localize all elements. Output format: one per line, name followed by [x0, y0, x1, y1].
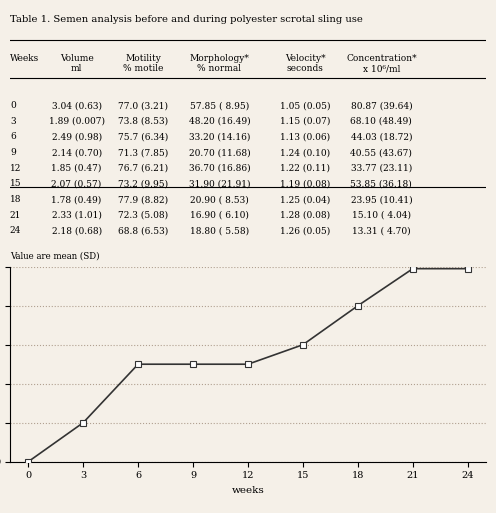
Text: 23.95 (10.41): 23.95 (10.41) — [351, 195, 412, 204]
Text: 16.90 ( 6.10): 16.90 ( 6.10) — [190, 211, 249, 220]
Text: 36.70 (16.86): 36.70 (16.86) — [188, 164, 250, 173]
Text: 1.15 (0.07): 1.15 (0.07) — [280, 117, 330, 126]
Text: 3: 3 — [10, 117, 15, 126]
Text: Concentration*
x 10⁶/ml: Concentration* x 10⁶/ml — [346, 54, 417, 73]
Text: 24: 24 — [10, 226, 21, 235]
Text: 80.87 (39.64): 80.87 (39.64) — [351, 101, 412, 110]
Text: 73.2 (9.95): 73.2 (9.95) — [118, 180, 168, 188]
Text: 68.8 (6.53): 68.8 (6.53) — [118, 226, 168, 235]
Text: 31.90 (21.91): 31.90 (21.91) — [188, 180, 250, 188]
Text: 44.03 (18.72): 44.03 (18.72) — [351, 132, 412, 142]
Text: 77.0 (3.21): 77.0 (3.21) — [118, 101, 168, 110]
Text: 1.28 (0.08): 1.28 (0.08) — [280, 211, 330, 220]
Text: 33.20 (14.16): 33.20 (14.16) — [189, 132, 250, 142]
Text: 2.14 (0.70): 2.14 (0.70) — [52, 148, 102, 157]
Text: 21: 21 — [10, 211, 21, 220]
Text: 18: 18 — [10, 195, 21, 204]
Text: 75.7 (6.34): 75.7 (6.34) — [118, 132, 168, 142]
Text: 9: 9 — [10, 148, 16, 157]
Text: * P values for significant difference (< 0.05) ANOVA: * P values for significant difference (<… — [10, 271, 237, 280]
Text: Value are mean (SD): Value are mean (SD) — [10, 251, 100, 260]
Text: 3.04 (0.63): 3.04 (0.63) — [52, 101, 102, 110]
Text: 1.19 (0.08): 1.19 (0.08) — [280, 180, 330, 188]
Text: 12: 12 — [10, 164, 21, 173]
Text: 73.8 (8.53): 73.8 (8.53) — [118, 117, 168, 126]
X-axis label: weeks: weeks — [232, 486, 264, 495]
Text: 72.3 (5.08): 72.3 (5.08) — [118, 211, 168, 220]
Text: Velocity*
seconds: Velocity* seconds — [285, 54, 325, 73]
Text: 0: 0 — [10, 101, 16, 110]
Text: 2.18 (0.68): 2.18 (0.68) — [52, 226, 102, 235]
Text: 20.70 (11.68): 20.70 (11.68) — [188, 148, 250, 157]
Text: 2.49 (0.98): 2.49 (0.98) — [52, 132, 102, 142]
Text: 1.78 (0.49): 1.78 (0.49) — [52, 195, 102, 204]
Text: 2.07 (0.57): 2.07 (0.57) — [52, 180, 102, 188]
Text: Morphology*
% normal: Morphology* % normal — [189, 54, 249, 73]
Text: 15: 15 — [10, 180, 21, 188]
Text: 18.80 ( 5.58): 18.80 ( 5.58) — [190, 226, 249, 235]
Text: 53.85 (36.18): 53.85 (36.18) — [351, 180, 412, 188]
Text: Motility
% motile: Motility % motile — [123, 54, 164, 73]
Text: Weeks: Weeks — [10, 54, 39, 63]
Text: 33.77 (23.11): 33.77 (23.11) — [351, 164, 412, 173]
Text: 13.31 ( 4.70): 13.31 ( 4.70) — [352, 226, 411, 235]
Text: 77.9 (8.82): 77.9 (8.82) — [118, 195, 168, 204]
Text: Table 1. Semen analysis before and during polyester scrotal sling use: Table 1. Semen analysis before and durin… — [10, 15, 363, 25]
Text: 57.85 ( 8.95): 57.85 ( 8.95) — [190, 101, 249, 110]
Text: 76.7 (6.21): 76.7 (6.21) — [118, 164, 168, 173]
Text: 1.05 (0.05): 1.05 (0.05) — [280, 101, 330, 110]
Text: Volume
ml: Volume ml — [60, 54, 93, 73]
Text: 1.22 (0.11): 1.22 (0.11) — [280, 164, 330, 173]
Text: 1.25 (0.04): 1.25 (0.04) — [280, 195, 330, 204]
Text: 1.89 (0.007): 1.89 (0.007) — [49, 117, 105, 126]
Text: 1.13 (0.06): 1.13 (0.06) — [280, 132, 330, 142]
Text: 1.24 (0.10): 1.24 (0.10) — [280, 148, 330, 157]
Text: 15.10 ( 4.04): 15.10 ( 4.04) — [352, 211, 411, 220]
Text: 68.10 (48.49): 68.10 (48.49) — [351, 117, 412, 126]
Text: 48.20 (16.49): 48.20 (16.49) — [188, 117, 250, 126]
Text: 20.90 ( 8.53): 20.90 ( 8.53) — [190, 195, 249, 204]
Text: 1.85 (0.47): 1.85 (0.47) — [52, 164, 102, 173]
Text: 6: 6 — [10, 132, 16, 142]
Text: 1.26 (0.05): 1.26 (0.05) — [280, 226, 330, 235]
Text: 40.55 (43.67): 40.55 (43.67) — [350, 148, 412, 157]
Text: 2.33 (1.01): 2.33 (1.01) — [52, 211, 102, 220]
Text: 71.3 (7.85): 71.3 (7.85) — [118, 148, 168, 157]
